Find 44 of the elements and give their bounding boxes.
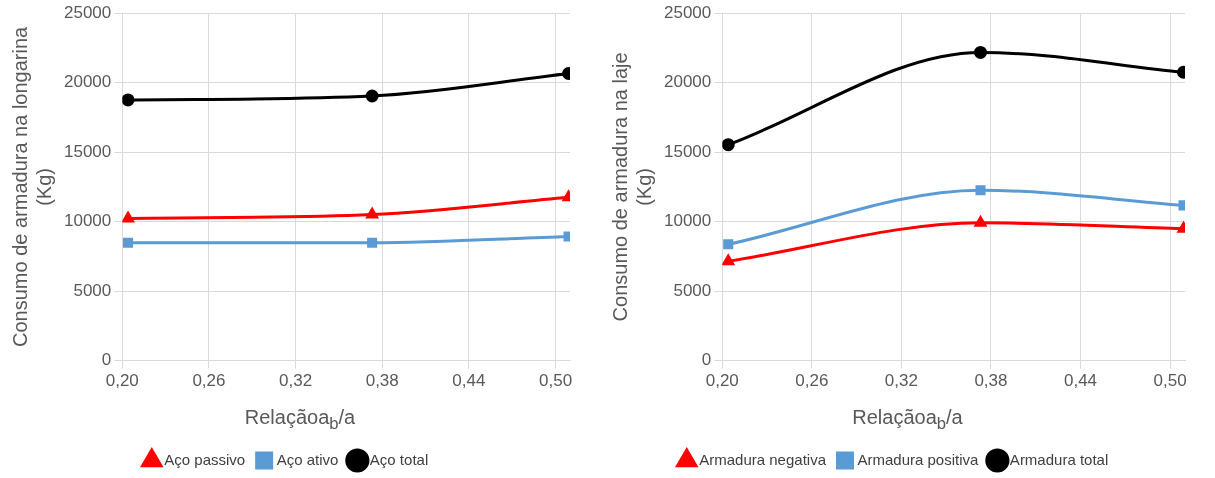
legend-label: Armadura negativa [699,450,827,468]
legend-label: Aço total [369,450,429,468]
y-tick-label: 0 [101,350,112,370]
x-tick-label: 0,26 [192,371,226,391]
x-tick-label: 0,38 [974,371,1008,391]
y-tick-label: 5000 [673,280,712,300]
x-tick-label: 0,44 [452,371,486,391]
legend-label: Armadura positiva [857,450,980,468]
y-tick-label: 10000 [663,211,712,231]
x-tick-label: 0,50 [539,371,573,391]
x-tick-label: 0,32 [884,371,918,391]
y-tick-label: 5000 [73,280,112,300]
point [975,185,986,196]
point [367,237,378,248]
x-axis-title: Relaçãoa$_{b}$/a [243,406,357,434]
y-axis-title: Consumo de armadura na longarina (Kg) [8,25,55,347]
x-tick-label: 0,32 [279,371,313,391]
point [723,239,734,250]
x-tick-label: 0,38 [365,371,399,391]
y-axis-title: Consumo de armadura na laje (Kg) [608,52,655,322]
y-tick-label: 0 [701,350,712,370]
x-axis-title: Relaçãoa$_{b}$/a [851,406,964,434]
y-tick-label: 20000 [63,72,112,92]
y-tick-label: 15000 [63,141,112,161]
y-tick-label: 25000 [63,2,112,22]
y-tick-label: 15000 [663,141,712,161]
point [722,138,735,152]
point [974,45,987,59]
point [123,237,134,248]
x-tick-label: 0,20 [705,371,739,391]
x-tick-label: 0,44 [1063,371,1098,391]
x-tick-label: 0,50 [1153,371,1187,391]
point [722,254,735,266]
x-tick-label: 0,26 [795,371,829,391]
x-tick-label: 0,20 [105,371,139,391]
legend-label: Aço passivo [164,450,246,468]
legend-label: Aço ativo [276,450,339,468]
legend-label: Armadura total [1009,450,1109,468]
y-tick-label: 10000 [63,211,112,231]
point [365,89,379,103]
point [122,93,135,107]
y-tick-label: 20000 [663,72,712,92]
point [122,211,134,223]
y-tick-label: 25000 [663,2,712,22]
